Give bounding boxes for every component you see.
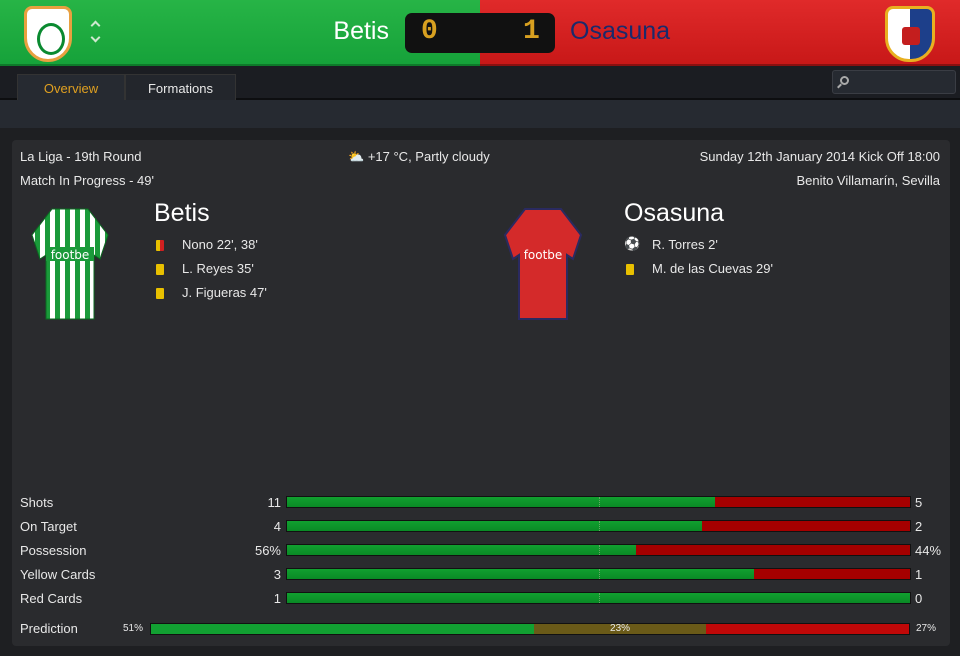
search-input[interactable] [832, 70, 956, 94]
competition: La Liga - 19th Round [20, 149, 142, 164]
away-team-name[interactable]: Osasuna [570, 17, 671, 45]
yellow-card-icon [626, 264, 634, 275]
stat-home-value: 4 [273, 519, 281, 534]
prediction-home: 51% [123, 623, 144, 634]
home-team-title: Betis [154, 199, 210, 227]
stat-away-value: 2 [915, 519, 923, 534]
prediction-label: Prediction [20, 621, 78, 636]
stat-bar [286, 544, 911, 556]
stat-label: Shots [20, 495, 54, 510]
away-shirt-sponsor: footbe [524, 248, 563, 262]
osasuna-crest-icon[interactable] [885, 6, 935, 62]
prediction-away-segment [706, 624, 909, 634]
away-score: 1 [523, 16, 540, 47]
stat-home-value: 56% [254, 543, 281, 558]
stat-label: On Target [20, 519, 77, 534]
search-icon [840, 76, 849, 85]
stat-bar [286, 568, 911, 580]
match-header [0, 0, 960, 66]
overview-panel [12, 140, 950, 646]
stat-bar [286, 520, 911, 532]
stat-label: Red Cards [20, 591, 83, 606]
home-shirt-sponsor: footbe [51, 248, 90, 262]
stat-home-value: 3 [273, 567, 281, 582]
venue: Benito Villamarín, Sevilla [796, 173, 940, 188]
away-banner [480, 0, 960, 66]
tab-overview[interactable]: Overview [17, 74, 125, 100]
away-team-title: Osasuna [624, 199, 725, 227]
toolbar-strip [0, 100, 960, 128]
stat-bar-midline [599, 497, 600, 507]
prediction-bar: 23% [150, 623, 910, 635]
stat-home-value: 1 [273, 591, 281, 606]
stat-bar-home-fill [287, 521, 703, 531]
stat-bar [286, 592, 911, 604]
stat-away-value: 1 [915, 567, 923, 582]
prediction-draw-segment: 23% [533, 624, 707, 634]
stat-bar-home-fill [287, 593, 910, 603]
yellow-card-icon [156, 264, 164, 275]
home-event: J. Figueras 47' [154, 283, 474, 305]
event-text: R. Torres 2' [652, 237, 718, 252]
home-banner [0, 0, 480, 66]
yellow-card-icon [156, 288, 164, 299]
home-score: 0 [421, 16, 438, 47]
stat-bar-midline [599, 569, 600, 579]
prediction-away: 27% [916, 623, 937, 634]
home-event: Nono 22', 38' [154, 235, 474, 257]
goal-ball-icon: ⚽ [624, 236, 641, 251]
away-event: ⚽ R. Torres 2' [624, 235, 944, 257]
stat-home-value: 11 [267, 495, 282, 510]
home-event: L. Reyes 35' [154, 259, 474, 281]
home-team-name[interactable]: Betis [333, 17, 389, 45]
scoreboard: 0 1 [405, 13, 555, 53]
stat-label: Possession [20, 543, 87, 558]
kickoff: Sunday 12th January 2014 Kick Off 18:00 [699, 149, 940, 164]
event-text: M. de las Cuevas 29' [652, 261, 773, 276]
stat-away-value: 5 [915, 495, 923, 510]
stat-bar-home-fill [287, 545, 636, 555]
tab-formations[interactable]: Formations [125, 74, 236, 100]
stat-bar-home-fill [287, 569, 755, 579]
event-text: J. Figueras 47' [182, 285, 267, 300]
stat-bar [286, 496, 911, 508]
stat-away-value: 0 [915, 591, 923, 606]
stat-bar-midline [599, 545, 600, 555]
stat-away-value: 44% [915, 543, 942, 558]
stat-bar-home-fill [287, 497, 716, 507]
stat-bar-midline [599, 593, 600, 603]
stat-bar-midline [599, 521, 600, 531]
match-status: Match In Progress - 49' [20, 173, 154, 188]
betis-crest-icon[interactable] [24, 6, 72, 62]
event-text: Nono 22', 38' [182, 237, 258, 252]
event-text: L. Reyes 35' [182, 261, 254, 276]
second-yellow-card-icon [156, 240, 164, 251]
home-shirt: footbe [31, 208, 109, 320]
weather: +17 °C, Partly cloudy [367, 149, 490, 164]
away-event: M. de las Cuevas 29' [624, 259, 944, 281]
away-shirt: footbe [503, 208, 583, 320]
prediction-home-segment [151, 624, 534, 634]
partly-cloudy-icon: ⛅ [348, 149, 365, 164]
stat-label: Yellow Cards [20, 567, 96, 582]
